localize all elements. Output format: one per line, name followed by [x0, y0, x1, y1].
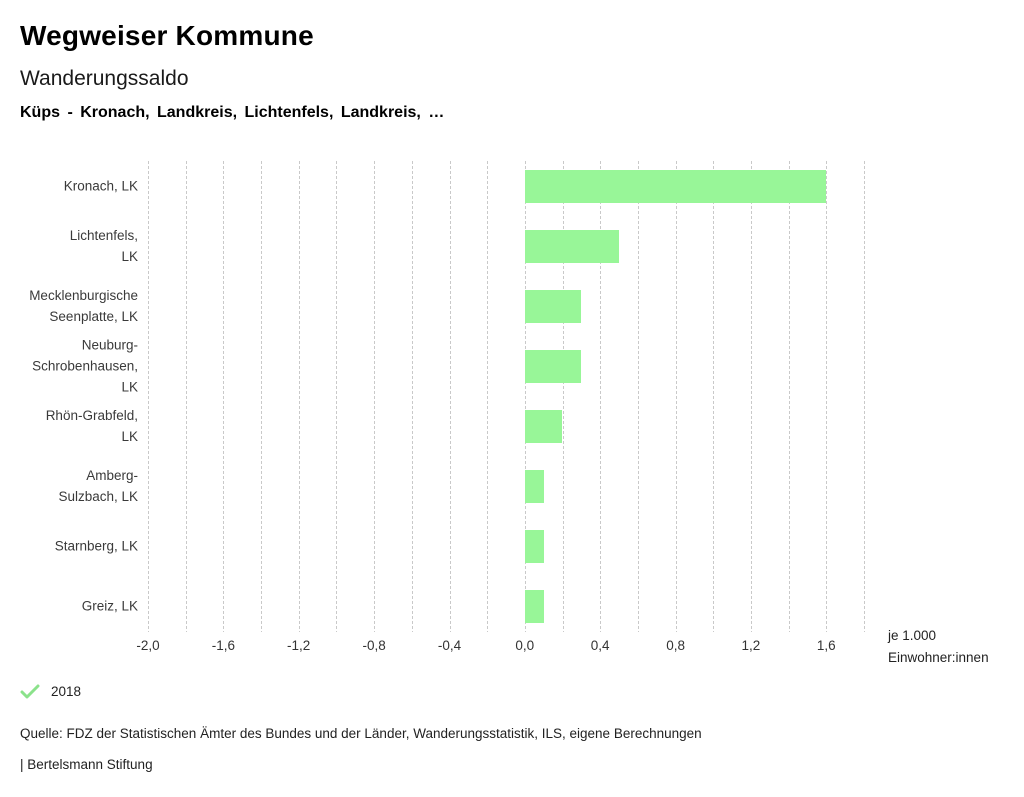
category-label-neuburg-schrobenhausen-lk: Neuburg- Schrobenhausen, LK — [32, 337, 138, 395]
gridline — [261, 161, 263, 632]
x-tick-label: -1,6 — [211, 638, 236, 653]
category-label-lichtenfels-lk: Lichtenfels, LK — [69, 228, 138, 264]
legend-item-2018[interactable]: 2018 — [20, 684, 81, 699]
category-label-rh-n-grabfeld-lk: Rhön-Grabfeld, LK — [45, 408, 138, 444]
category-label-mecklenburgische-seenplatte-lk: Mecklenburgische Seenplatte, LK — [29, 288, 138, 324]
x-tick-label: -1,2 — [287, 638, 311, 653]
x-tick-label: -0,4 — [437, 638, 462, 653]
x-tick-label: 1,6 — [816, 638, 836, 653]
x-tick-label: 0,4 — [590, 638, 610, 653]
gridline — [826, 161, 828, 632]
category-label-kronach-lk: Kronach, LK — [63, 178, 138, 194]
category-label-amberg-sulzbach-lk: Amberg- Sulzbach, LK — [58, 468, 138, 504]
source-note: Quelle: FDZ der Statistischen Ämter des … — [20, 726, 702, 741]
gridline — [223, 161, 225, 632]
x-tick-label: -2,0 — [136, 638, 160, 653]
gridline — [298, 161, 300, 632]
check-icon — [20, 684, 40, 699]
gridline — [336, 161, 338, 632]
plot-area — [148, 161, 865, 632]
legend-label: 2018 — [51, 684, 82, 699]
bar-lichtenfels-lk[interactable] — [524, 229, 619, 263]
gridline — [750, 161, 752, 632]
gridline — [864, 161, 865, 632]
x-tick-label: 1,2 — [741, 638, 761, 653]
gridline — [600, 161, 602, 632]
bar-amberg-sulzbach-lk[interactable] — [524, 469, 544, 503]
x-axis-unit-label: je 1.000 Einwohner:innen — [888, 625, 989, 669]
bar-greiz-lk[interactable] — [524, 589, 544, 623]
unit-label-line2: Einwohner:innen — [888, 650, 989, 665]
bar-kronach-lk[interactable] — [524, 169, 827, 203]
gridline — [675, 161, 677, 632]
bar-rh-n-grabfeld-lk[interactable] — [524, 409, 563, 443]
chart-selection-subtitle: Küps - Kronach, Landkreis, Lichtenfels, … — [20, 104, 445, 121]
gridline — [562, 161, 564, 632]
gridline — [524, 161, 526, 632]
chart-title: Wanderungssaldo — [20, 67, 189, 90]
gridline — [487, 161, 489, 632]
gridline — [148, 161, 149, 632]
branding-note: | Bertelsmann Stiftung — [20, 757, 153, 772]
bar-starnberg-lk[interactable] — [524, 529, 544, 563]
x-tick-label: -0,8 — [362, 638, 386, 653]
bar-mecklenburgische-seenplatte-lk[interactable] — [524, 289, 582, 323]
unit-label-line1: je 1.000 — [888, 628, 937, 643]
gridline — [637, 161, 639, 632]
category-label-greiz-lk: Greiz, LK — [81, 598, 138, 614]
gridline — [449, 161, 451, 632]
x-tick-label: 0,8 — [666, 638, 685, 653]
app-title: Wegweiser Kommune — [20, 20, 314, 51]
gridline — [411, 161, 413, 632]
gridline — [713, 161, 715, 632]
gridline — [374, 161, 376, 632]
x-tick-label: 0,0 — [515, 638, 535, 653]
category-label-starnberg-lk: Starnberg, LK — [54, 538, 138, 554]
gridline — [788, 161, 790, 632]
bar-neuburg-schrobenhausen-lk[interactable] — [524, 349, 582, 383]
gridline — [185, 161, 187, 632]
